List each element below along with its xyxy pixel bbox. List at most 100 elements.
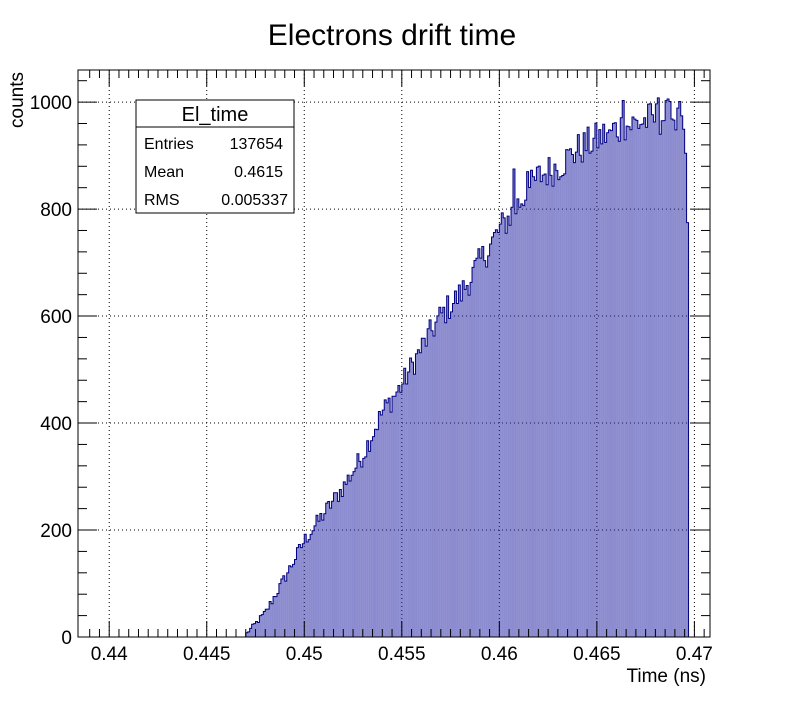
histogram-bar: [362, 458, 365, 637]
histogram-bar: [497, 232, 500, 637]
histogram-bar: [251, 624, 254, 637]
histogram-bar: [637, 128, 640, 638]
histogram-bar: [493, 232, 496, 637]
histogram-bar: [470, 282, 473, 637]
stats-rms-value: 0.005337: [221, 192, 288, 209]
histogram-bar: [587, 127, 590, 637]
histogram-bar: [655, 103, 658, 637]
histogram-bar: [610, 130, 613, 638]
histogram-bar: [255, 621, 258, 637]
histogram-bar: [544, 173, 547, 637]
histogram-bar: [682, 129, 685, 637]
histogram-bar: [503, 217, 506, 637]
histogram-bar: [606, 132, 609, 637]
histogram-bar: [553, 164, 556, 638]
histogram-bar: [423, 338, 426, 637]
histogram-bar: [604, 142, 607, 637]
histogram-bar: [491, 237, 494, 637]
histogram-bar: [670, 118, 673, 638]
histogram-bar: [450, 311, 453, 637]
histogram-bar: [354, 468, 357, 637]
histogram-bar: [392, 396, 394, 637]
x-tick-label: 0.445: [183, 644, 231, 665]
histogram-bar: [534, 180, 537, 638]
histogram-bar: [417, 349, 420, 637]
histogram-bar: [415, 353, 418, 637]
histogram-bar: [304, 534, 307, 637]
histogram-bar: [440, 312, 443, 637]
y-tick-label: 400: [40, 414, 72, 435]
histogram-bar: [382, 410, 385, 637]
histogram-bar: [314, 525, 316, 637]
histogram-bar: [481, 246, 484, 638]
histogram-bar: [672, 120, 675, 638]
histogram-bar: [413, 374, 416, 637]
histogram-bar: [376, 429, 379, 637]
histogram-bar: [473, 260, 476, 637]
histogram-bar: [290, 566, 293, 637]
histogram-bar: [386, 402, 389, 637]
histogram-bar: [360, 467, 363, 637]
histogram-bar: [495, 229, 498, 638]
histogram-bar: [388, 398, 391, 637]
histogram-bar: [421, 338, 424, 637]
histogram-bar: [411, 362, 414, 637]
y-tick-label: 0: [61, 628, 72, 649]
histogram-bar: [442, 307, 445, 637]
histogram-bar: [528, 187, 531, 637]
histogram-bar: [479, 258, 482, 637]
x-tick-label: 0.455: [378, 644, 426, 665]
histogram-bar: [477, 248, 480, 637]
histogram-bar: [397, 385, 400, 637]
histogram-bar: [339, 489, 342, 637]
histogram-bar: [567, 150, 570, 637]
histogram-bar: [518, 207, 521, 637]
histogram-bar: [546, 184, 549, 637]
histogram-bar: [327, 501, 330, 637]
histogram-bar: [555, 170, 558, 637]
histogram-bar: [345, 484, 348, 637]
histogram-bar: [550, 175, 552, 637]
histogram-bar: [624, 139, 627, 637]
histogram-bar: [649, 103, 652, 637]
histogram-bar: [275, 596, 277, 637]
histogram-bar: [589, 153, 592, 638]
histogram-bar: [667, 98, 670, 638]
histogram-bar: [594, 123, 597, 638]
histogram-bar: [436, 315, 439, 637]
histogram-bar: [516, 198, 519, 638]
histogram-bar: [286, 572, 289, 637]
histogram-bar: [507, 216, 510, 638]
histogram-bar: [302, 543, 305, 637]
histogram-bar: [407, 371, 410, 637]
histogram-bar: [456, 303, 459, 637]
plot-frame: [77, 69, 711, 638]
histogram-bar: [552, 186, 554, 637]
histogram-bar: [310, 534, 313, 637]
stats-box: El_time Entries 137654 Mean 0.4615 RMS 0…: [135, 99, 295, 214]
histogram-bar: [298, 544, 301, 637]
histogram-bar: [458, 285, 461, 637]
histogram-bar: [643, 117, 646, 638]
histogram-bar: [522, 205, 525, 637]
histogram-bar: [347, 475, 350, 637]
histogram-bar: [622, 100, 625, 637]
histogram-bar: [608, 129, 611, 638]
histogram-bar: [337, 501, 340, 637]
histogram-bar: [341, 496, 344, 637]
histogram-bar: [321, 520, 324, 637]
histogram-bar: [364, 456, 367, 637]
stats-entries-label: Entries: [144, 136, 194, 153]
histogram-bar: [351, 475, 354, 637]
histogram-bar: [263, 611, 266, 637]
histogram-bar: [509, 225, 512, 637]
histogram-bar: [538, 166, 541, 637]
histogram-bar: [434, 322, 437, 637]
histogram-bar: [639, 124, 642, 638]
histogram-bar: [633, 119, 636, 637]
histogram-bar: [620, 117, 623, 637]
histogram-bar: [431, 330, 434, 637]
histogram-bar: [659, 134, 662, 637]
histogram-bar: [380, 414, 383, 637]
histogram-bar: [343, 481, 346, 637]
